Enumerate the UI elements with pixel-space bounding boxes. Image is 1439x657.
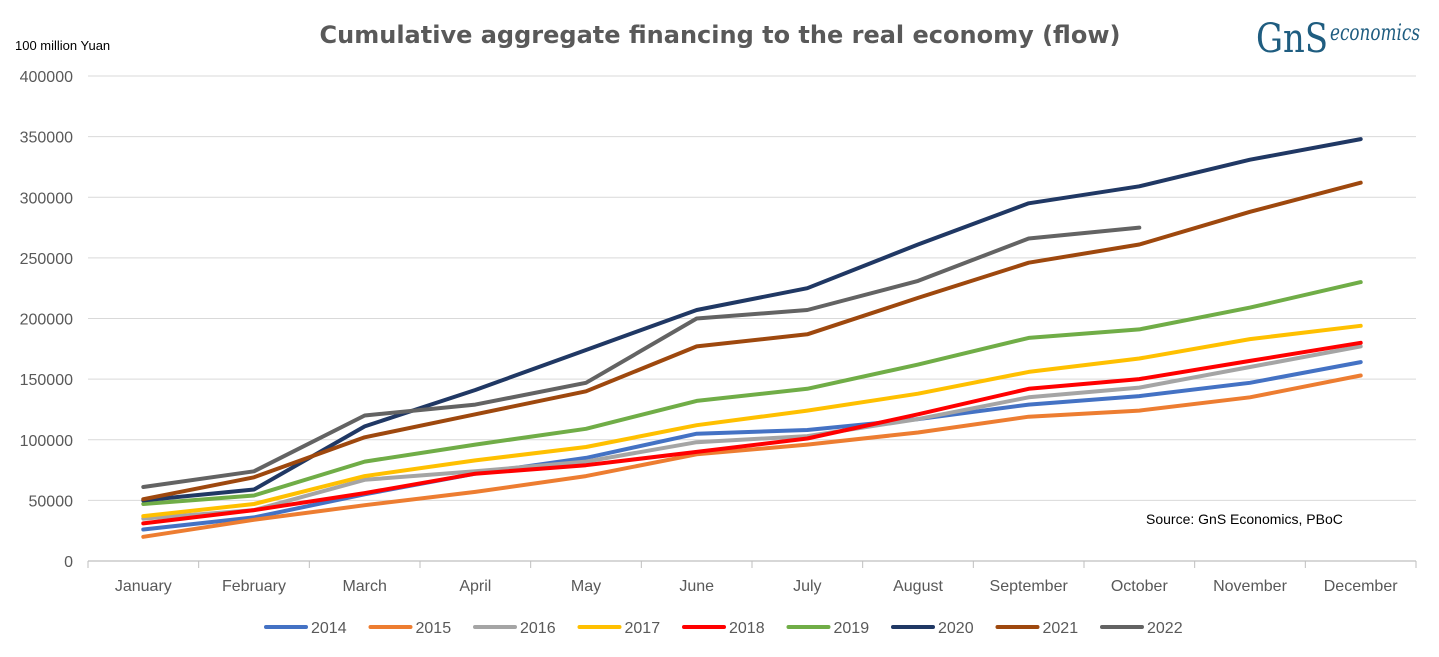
source-note: Source: GnS Economics, PBoC bbox=[1146, 511, 1343, 527]
legend-label-2020: 2020 bbox=[938, 620, 974, 637]
series-line-2018 bbox=[141, 340, 1363, 526]
company-logo: GnS economics bbox=[1256, 16, 1420, 62]
x-tick-label: September bbox=[990, 578, 1069, 595]
x-tick-label: April bbox=[459, 578, 491, 595]
y-tick-label: 300000 bbox=[20, 190, 73, 207]
legend-label-2019: 2019 bbox=[834, 620, 870, 637]
x-tick-label: January bbox=[115, 578, 172, 595]
x-tick-label: May bbox=[571, 578, 601, 595]
series-line-2016 bbox=[141, 344, 1363, 521]
y-tick-label: 150000 bbox=[20, 372, 73, 389]
legend-label-2017: 2017 bbox=[625, 620, 661, 637]
y-tick-label: 400000 bbox=[20, 69, 73, 86]
y-tick-label: 250000 bbox=[20, 251, 73, 268]
legend-label-2014: 2014 bbox=[311, 620, 347, 637]
legend: 2014 2015 2016 2017 2018 2019 2020 2021 2022 bbox=[264, 620, 1183, 637]
x-tick-label: November bbox=[1213, 578, 1287, 595]
legend-label-2015: 2015 bbox=[416, 620, 452, 637]
logo-brand: GnS bbox=[1256, 16, 1328, 62]
series-line-2021 bbox=[141, 180, 1363, 502]
x-tick-label: February bbox=[222, 578, 286, 595]
x-axis-ticks: January February March April May June July Augu… bbox=[87, 561, 1417, 595]
x-tick-label: June bbox=[679, 578, 714, 595]
x-tick-label: October bbox=[1111, 578, 1169, 595]
series-lines bbox=[141, 137, 1363, 539]
y-tick-label: 200000 bbox=[20, 312, 73, 329]
x-tick-label: December bbox=[1324, 578, 1398, 595]
y-tick-label: 100000 bbox=[20, 433, 73, 450]
legend-label-2021: 2021 bbox=[1043, 620, 1079, 637]
series-line-2019 bbox=[141, 280, 1363, 506]
legend-label-2016: 2016 bbox=[520, 620, 556, 637]
y-axis-ticks: 0 50000 100000 150000 200000 250000 300000 3500… bbox=[20, 69, 73, 571]
series-line-2020 bbox=[141, 137, 1363, 503]
x-tick-label: August bbox=[893, 578, 943, 595]
series-line-2015 bbox=[141, 373, 1363, 539]
y-tick-label: 50000 bbox=[29, 493, 74, 510]
x-tick-label: July bbox=[793, 578, 821, 595]
gridlines bbox=[88, 75, 1416, 501]
legend-label-2022: 2022 bbox=[1147, 620, 1183, 637]
series-line-2014 bbox=[141, 360, 1363, 532]
series-line-2017 bbox=[141, 323, 1363, 519]
series-line-2022 bbox=[141, 225, 1142, 489]
y-axis-unit-label: 100 million Yuan bbox=[15, 38, 110, 53]
chart-title: Cumulative aggregate financing to the re… bbox=[320, 21, 1121, 49]
y-tick-label: 0 bbox=[64, 554, 73, 571]
legend-label-2018: 2018 bbox=[729, 620, 765, 637]
logo-suffix: economics bbox=[1330, 21, 1420, 46]
y-tick-label: 350000 bbox=[20, 130, 73, 147]
x-tick-label: March bbox=[342, 578, 386, 595]
